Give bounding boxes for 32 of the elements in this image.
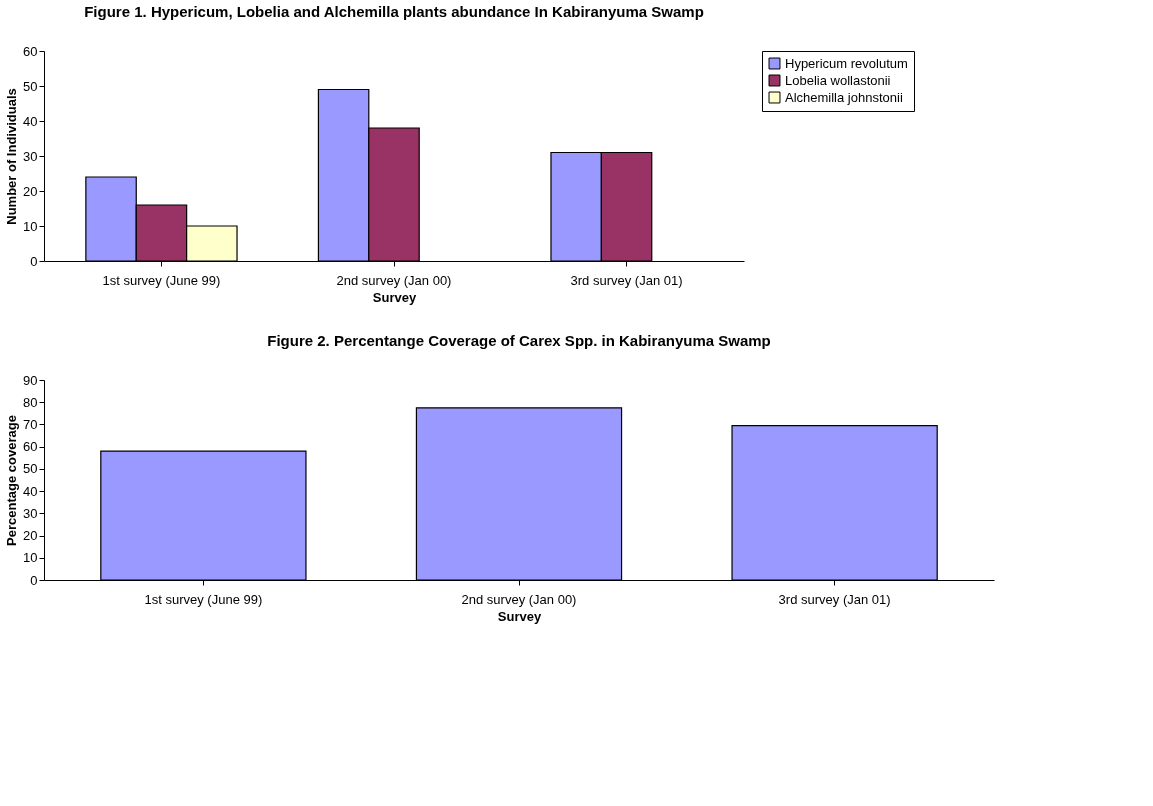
y-tick-label: 60	[23, 43, 38, 59]
legend-label: Lobelia wollastonii	[785, 72, 891, 88]
x-tick-label: 1st survey (June 99)	[144, 591, 263, 607]
x-axis-title: Survey	[372, 289, 417, 305]
chart-title: Figure 2. Percentange Coverage of Carex Spp. in Kabiranyuma Swamp	[267, 332, 771, 349]
x-tick-label: 1st survey (June 99)	[102, 272, 221, 288]
x-tick-label: 3rd survey (Jan 01)	[570, 272, 683, 288]
y-tick-label: 0	[30, 253, 38, 269]
y-axis-title: Percentage coverage	[4, 415, 20, 546]
y-tick-label: 30	[23, 148, 38, 164]
y-tick-label: 80	[23, 394, 38, 410]
y-tick-label: 0	[30, 572, 38, 588]
y-tick-label: 40	[23, 483, 38, 499]
chart-title: Figure 1. Hypericum, Lobelia and Alchemilla plants abundance In Kabiranyuma Swamp	[84, 3, 704, 20]
y-tick-label: 40	[23, 113, 38, 129]
y-tick-label: 10	[23, 550, 38, 566]
y-tick-label: 20	[23, 183, 38, 199]
y-tick-label: 90	[23, 372, 38, 388]
x-axis-title: Survey	[497, 608, 542, 624]
y-tick-label: 50	[23, 78, 38, 94]
x-tick-label: 3rd survey (Jan 01)	[778, 591, 891, 607]
x-tick-label: 2nd survey (Jan 00)	[461, 591, 577, 607]
x-tick-label: 2nd survey (Jan 00)	[336, 272, 452, 288]
legend-label: Alchemilla johnstonii	[785, 89, 903, 105]
y-tick-label: 70	[23, 416, 38, 432]
y-tick-label: 30	[23, 505, 38, 521]
y-tick-label: 20	[23, 528, 38, 544]
y-tick-label: 50	[23, 461, 38, 477]
legend-label: Hypericum revolutum	[785, 55, 908, 71]
y-tick-label: 10	[23, 218, 38, 234]
y-axis-title: Number of Individuals	[4, 88, 20, 225]
y-tick-label: 60	[23, 439, 38, 455]
